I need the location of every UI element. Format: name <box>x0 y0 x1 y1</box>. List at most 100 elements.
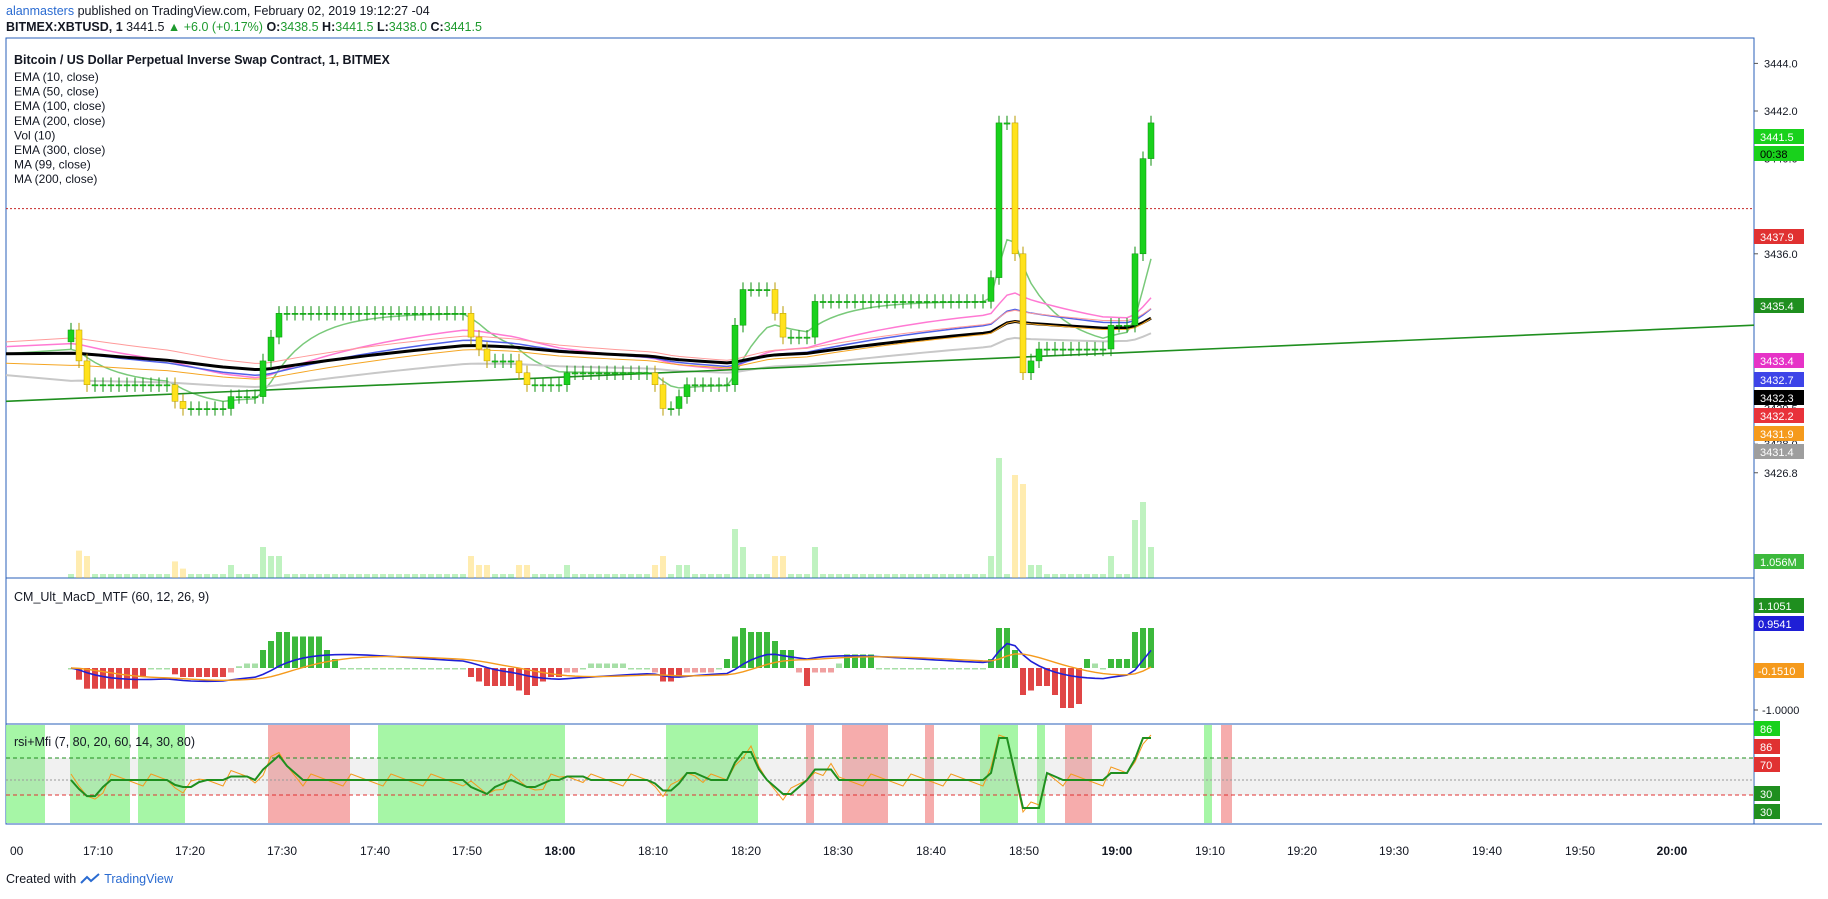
price-label-text: 3432.2 <box>1760 411 1794 423</box>
macd-bar <box>780 650 786 668</box>
volume-bar <box>772 556 778 578</box>
candle <box>659 384 667 409</box>
candle <box>939 301 947 303</box>
macd-bar <box>436 668 442 670</box>
time-axis[interactable]: 00 17:10 17:20 17:30 17:40 17:50 18:00 18:10 18:… <box>10 844 1688 858</box>
candle <box>915 301 923 303</box>
volume-bar <box>348 574 354 578</box>
macd-bar <box>156 668 162 670</box>
legend-item: EMA (50, close) <box>14 85 99 99</box>
volume-bar <box>708 574 714 578</box>
volume-bar <box>188 574 194 578</box>
macd-bar <box>324 650 330 668</box>
macd-bar <box>1004 628 1010 668</box>
volume-bar <box>396 574 402 578</box>
volume-bar <box>92 574 98 578</box>
volume-bar <box>412 574 418 578</box>
rsi-zone <box>925 725 934 823</box>
volume-bar <box>356 574 362 578</box>
volume-bar <box>612 574 618 578</box>
volume-bar <box>204 574 210 578</box>
volume-bar <box>492 574 498 578</box>
volume-bar <box>324 574 330 578</box>
candle <box>811 301 819 338</box>
candle <box>899 301 907 303</box>
time-tick-label: 19:10 <box>1195 844 1225 858</box>
macd-bar <box>620 663 626 668</box>
macd-bar <box>548 668 554 677</box>
volume-bar <box>484 565 490 578</box>
candle <box>1035 348 1043 362</box>
candle <box>371 313 379 315</box>
macd-bar <box>788 650 794 668</box>
legend-item: EMA (300, close) <box>14 143 105 157</box>
macd-bar <box>468 668 474 677</box>
candle <box>1067 348 1075 351</box>
macd-bar <box>732 636 738 668</box>
macd-bar <box>716 668 722 670</box>
macd-bar <box>508 668 514 686</box>
rsi-zone <box>1204 725 1212 823</box>
tradingview-link[interactable]: TradingView <box>104 872 173 886</box>
macd-bar <box>252 663 258 668</box>
candle <box>715 384 723 387</box>
candle <box>779 313 787 338</box>
price-change: ▲ +6.0 (+0.17%) <box>167 20 263 34</box>
candle <box>155 384 163 387</box>
candle <box>595 372 603 375</box>
macd-bar <box>1124 659 1130 668</box>
macd-bar <box>852 654 858 668</box>
volume-bar <box>452 574 458 578</box>
candle <box>971 301 979 303</box>
created-with-text: Created with <box>6 872 77 886</box>
macd-bar <box>892 668 898 670</box>
volume-bar <box>668 574 674 578</box>
volume-bar <box>1084 574 1090 578</box>
volume-bar <box>468 556 474 578</box>
open-value: 3438.5 <box>280 20 319 34</box>
volume-bar <box>444 574 450 578</box>
time-tick-label: 19:20 <box>1287 844 1317 858</box>
ema100-line <box>5 308 1152 376</box>
volume-bar <box>292 574 298 578</box>
macd-bar <box>372 668 378 670</box>
candle <box>867 301 875 303</box>
candle <box>403 313 411 315</box>
macd-bar <box>196 668 202 677</box>
legend-item: EMA (10, close) <box>14 70 99 84</box>
time-tick-label: 20:00 <box>1657 844 1688 858</box>
volume-bar <box>1052 574 1058 578</box>
trend-line <box>5 324 1755 403</box>
volume-bar <box>628 574 634 578</box>
chart-canvas[interactable]: Bitcoin / US Dollar Perpetual Inverse Sw… <box>0 0 1828 870</box>
macd-bar <box>1020 668 1026 695</box>
volume-bar <box>724 574 730 578</box>
macd-bar <box>476 668 482 682</box>
macd-label-text: 0.9541 <box>1758 619 1792 631</box>
volume-bar <box>860 574 866 578</box>
candle <box>363 313 371 315</box>
author-link[interactable]: alanmasters <box>6 4 75 18</box>
last-price: 3441.5 <box>126 20 165 34</box>
published-text: published on TradingView.com, February 0… <box>77 4 430 18</box>
macd-bar <box>740 628 746 668</box>
volume-bar <box>420 574 426 578</box>
volume-bar <box>684 565 690 578</box>
time-tick-label: 17:10 <box>83 844 113 858</box>
time-tick-label: 18:10 <box>638 844 668 858</box>
candle <box>347 313 355 315</box>
price-label-text: 3437.9 <box>1760 232 1794 244</box>
volume-bar <box>660 556 666 578</box>
candle <box>275 313 283 338</box>
macd-bar <box>972 668 978 670</box>
candle <box>603 372 611 375</box>
volume-bar <box>1140 502 1146 578</box>
macd-label-text: -0.1510 <box>1758 666 1795 678</box>
volume-bar <box>692 574 698 578</box>
candle <box>691 384 699 387</box>
candle <box>443 313 451 315</box>
volume-bar <box>180 568 186 578</box>
macd-bar <box>540 668 546 682</box>
volume-bar <box>564 565 570 578</box>
macd-bar <box>500 668 506 686</box>
